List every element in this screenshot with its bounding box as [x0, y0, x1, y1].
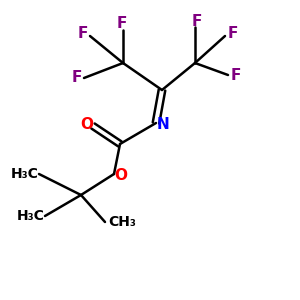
Text: F: F: [77, 26, 88, 40]
Text: F: F: [230, 68, 241, 82]
Text: F: F: [116, 16, 127, 32]
Text: H₃C: H₃C: [11, 167, 39, 181]
Text: H₃C: H₃C: [17, 209, 45, 223]
Text: F: F: [191, 14, 202, 28]
Text: O: O: [114, 168, 127, 183]
Text: O: O: [80, 117, 93, 132]
Text: F: F: [71, 70, 82, 86]
Text: F: F: [227, 26, 238, 40]
Text: CH₃: CH₃: [108, 215, 136, 229]
Text: N: N: [156, 117, 169, 132]
